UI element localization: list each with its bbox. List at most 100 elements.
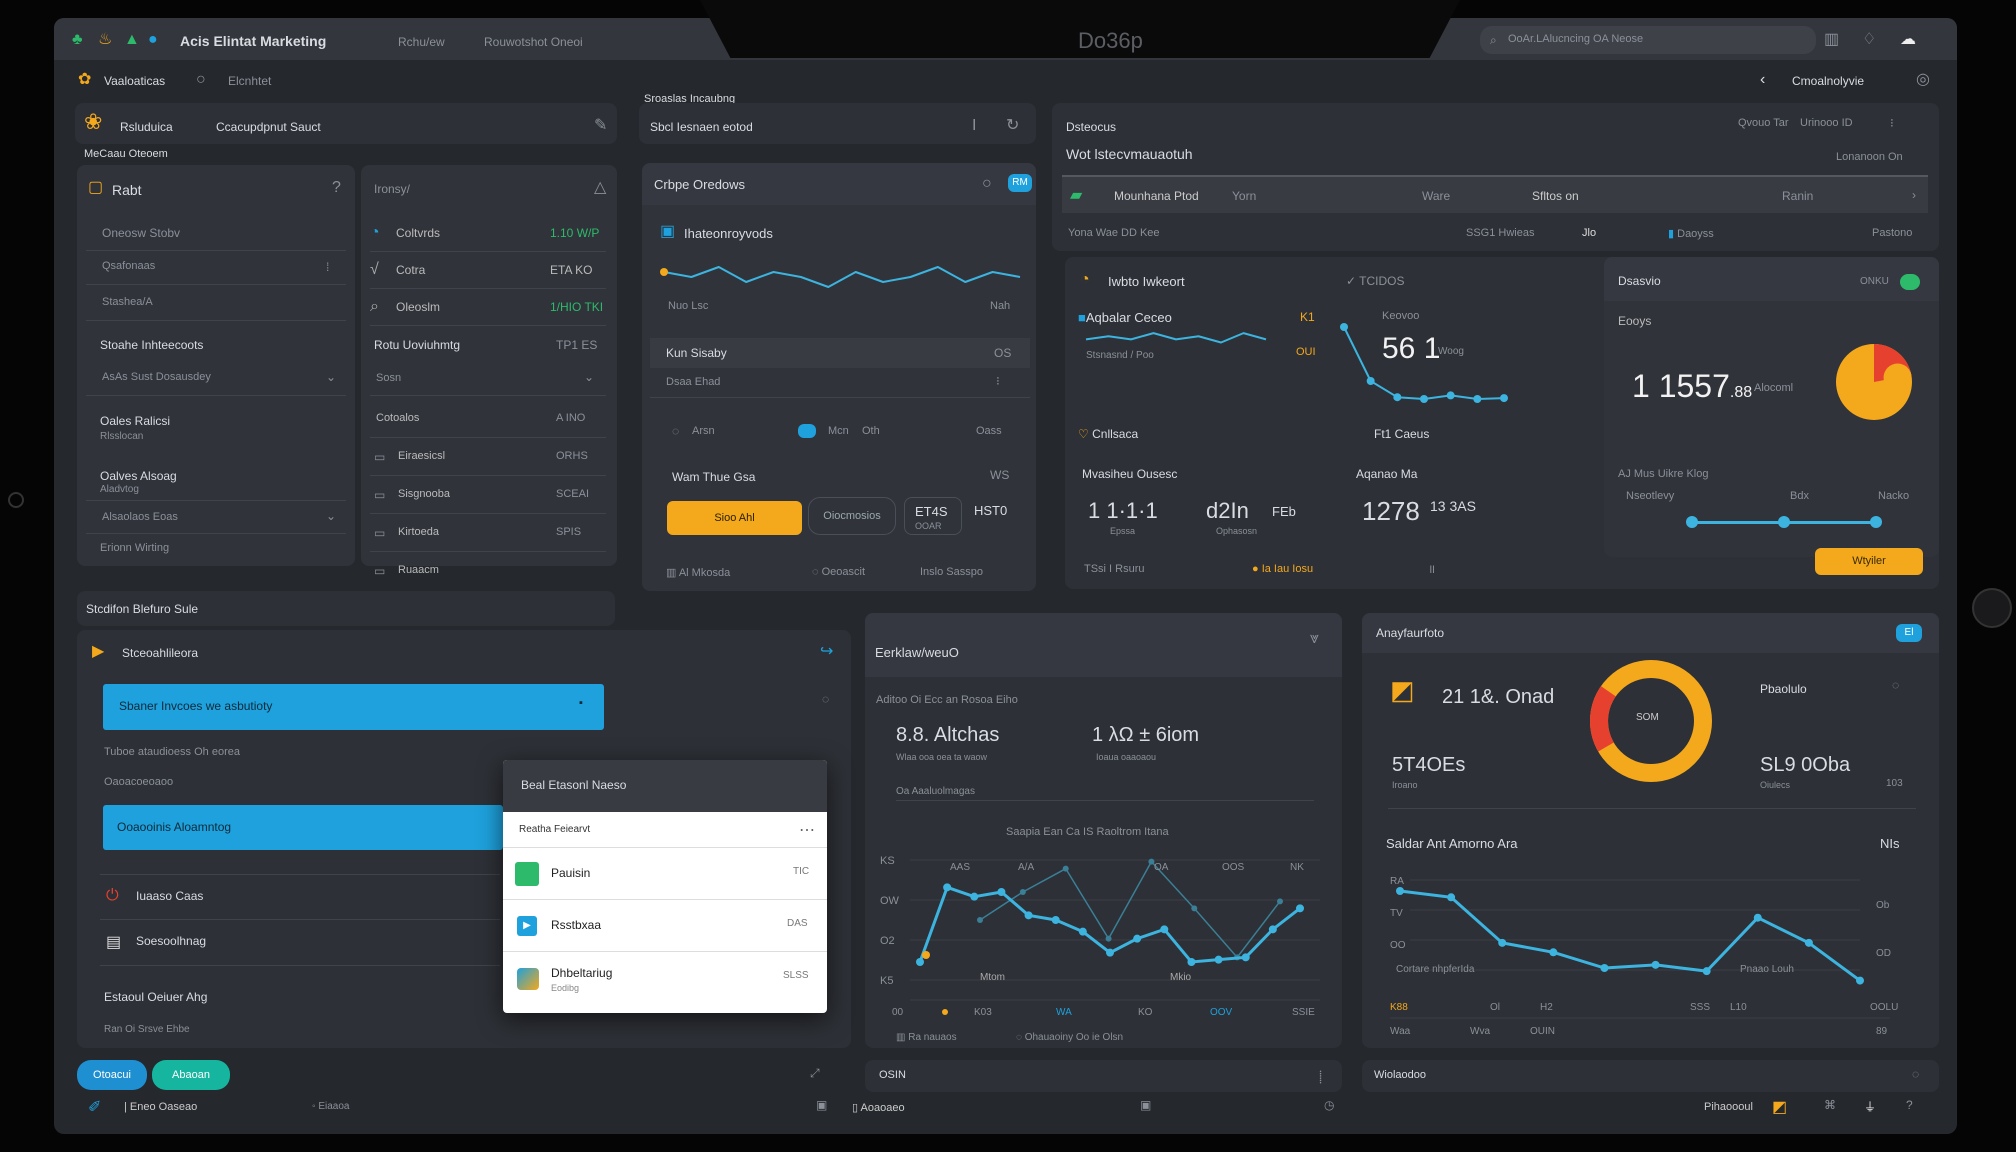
- link-icon[interactable]: ⌘: [1824, 1098, 1836, 1112]
- refresh-icon[interactable]: ↻: [1006, 117, 1020, 134]
- help-icon[interactable]: ?: [332, 179, 341, 196]
- footer-item-3[interactable]: Inslo Sasspo: [920, 566, 983, 578]
- metric-unit: FEb: [1272, 504, 1296, 519]
- brush-icon[interactable]: ✐: [88, 1099, 102, 1116]
- primary-button[interactable]: Sioo Ahl: [667, 501, 802, 535]
- list-item[interactable]: Qsafonaas ⁞: [86, 251, 346, 285]
- grid-icon[interactable]: ▥: [1824, 31, 1840, 48]
- list-item[interactable]: ⏻ Iuaaso Caas: [100, 874, 500, 920]
- slider-handle[interactable]: [1778, 516, 1790, 528]
- app-icon: [517, 968, 539, 990]
- clock-icon[interactable]: ◷: [1324, 1098, 1335, 1112]
- list-item[interactable]: Cotoalos A INO: [370, 400, 606, 438]
- chart-icon: ▣: [660, 223, 676, 240]
- popup-item[interactable]: Dhbeltariug Eodibg SLSS: [503, 952, 827, 1008]
- puzzle-icon: ◩: [1390, 675, 1415, 705]
- more-icon[interactable]: ⁝: [1890, 116, 1894, 130]
- edit-icon[interactable]: ✎: [594, 117, 608, 134]
- list-item[interactable]: ▭ Kirtoeda SPIS: [370, 514, 606, 552]
- list-item[interactable]: Estaoul Oeiuer Ahg: [104, 990, 208, 1004]
- slider-handle-max[interactable]: [1870, 516, 1882, 528]
- comment-icon[interactable]: ◌: [1892, 678, 1900, 692]
- list-item[interactable]: ▤ Soesoolhnag: [100, 920, 500, 966]
- back-chevron-icon[interactable]: ‹: [1760, 71, 1766, 88]
- list-item[interactable]: ▭ Sisgnooba SCEAI: [370, 476, 606, 514]
- metric-label: Keovoo: [1382, 310, 1420, 322]
- stat-value: 8.8. Altchas: [896, 724, 1000, 746]
- info-icon[interactable]: ◌: [822, 692, 830, 706]
- panel-meta[interactable]: Lonanoon On: [1836, 151, 1903, 163]
- pill-button[interactable]: Otoacui: [77, 1060, 147, 1090]
- nav-link-1[interactable]: Rchu/ew: [398, 35, 445, 49]
- tree-icon: ▲: [124, 31, 140, 48]
- column-header[interactable]: Mounhana Ptod: [1114, 189, 1199, 203]
- back-label[interactable]: Cmoalnolyvie: [1792, 74, 1865, 88]
- share-icon[interactable]: ↪: [820, 643, 834, 660]
- settings-card: [77, 165, 355, 566]
- expand-icon[interactable]: ⤢: [810, 1066, 820, 1080]
- workspace-name[interactable]: Vaaloaticas: [104, 74, 166, 88]
- palette-icon[interactable]: ◩: [1772, 1099, 1788, 1116]
- list-item[interactable]: ▭ Ruaacm: [374, 564, 439, 578]
- table-row[interactable]: Yona Wae DD Kee SSG1 Hwieas Jlo ▮ Daoyss…: [1068, 227, 1913, 240]
- row-icon: √: [370, 261, 379, 278]
- data-point: [1106, 948, 1114, 957]
- footer-status: ● Ia Iau Iosu: [1252, 563, 1314, 575]
- nav-link-2[interactable]: Rouwotshot Oneoi: [484, 35, 583, 49]
- filter-value[interactable]: Ccacupdpnut Sauct: [216, 120, 321, 134]
- column-header[interactable]: Sfltos on: [1532, 189, 1579, 203]
- column-header[interactable]: Ware: [1422, 189, 1451, 203]
- badge[interactable]: El: [1896, 624, 1922, 642]
- data-point: [1366, 377, 1375, 385]
- list-item[interactable]: ◔ Coltvrds 1.10 W/P: [370, 215, 606, 252]
- apply-button[interactable]: Wtyiler: [1815, 548, 1923, 575]
- pill-button[interactable]: Abaoan: [152, 1060, 230, 1090]
- chevron-down-icon: ⌄: [584, 370, 595, 384]
- select-dropdown[interactable]: AsAs Sust Dosausdey ⌄: [86, 362, 346, 396]
- card-footer[interactable]: Erionn Wirting: [100, 542, 170, 554]
- list-item[interactable]: Stashea/A: [86, 285, 346, 321]
- clipboard-icon[interactable]: ▣: [816, 1098, 828, 1112]
- column-header[interactable]: Yorn: [1232, 189, 1257, 203]
- list-item[interactable]: Kun Sisaby OS: [650, 338, 1030, 368]
- clipboard-icon[interactable]: ▣: [1140, 1098, 1152, 1112]
- select-dropdown[interactable]: Alsaolaos Eoas ⌄: [86, 500, 346, 534]
- popup-title: Beal Etasonl Naeso: [521, 778, 627, 792]
- search-icon[interactable]: ○: [982, 175, 992, 192]
- list-item[interactable]: Dsaa Ehad ⁝: [650, 368, 1030, 398]
- pause-icon[interactable]: ॥: [1428, 562, 1436, 576]
- list-item[interactable]: ⌕ Oleoslm 1/HIO TKI: [370, 289, 606, 326]
- list-item[interactable]: Oneosw Stobv: [86, 215, 346, 251]
- popup-item[interactable]: Pauisin TIC: [503, 848, 827, 900]
- user-menu-icon[interactable]: ☁: [1900, 31, 1916, 48]
- search-input[interactable]: ⌕ OoAr.LAlucncing OA Neose: [1480, 26, 1816, 54]
- settings-circle-icon[interactable]: ◎: [1916, 71, 1930, 88]
- text-cursor-icon[interactable]: I: [972, 117, 977, 134]
- bell-icon[interactable]: ♢: [1862, 31, 1877, 48]
- app-title: Acis Elintat Marketing: [180, 33, 327, 49]
- badge[interactable]: RM: [1008, 174, 1032, 192]
- x-tick-label: 00: [892, 1007, 904, 1018]
- alert-icon[interactable]: △: [594, 179, 607, 196]
- plug-icon[interactable]: ⏚: [1864, 1100, 1877, 1114]
- gauge-value: 1 1557.88: [1632, 368, 1753, 404]
- analytics-panel: [865, 613, 1342, 1048]
- popup-subtitle: Reatha Feiearvt: [519, 824, 591, 835]
- status-toggle[interactable]: [1900, 274, 1920, 290]
- chevron-down-icon: ⌄: [326, 370, 337, 384]
- filter-icon[interactable]: ⩔: [1310, 630, 1320, 647]
- secondary-button[interactable]: Oiocmosios: [808, 497, 896, 535]
- list-item[interactable]: ▭ Eiraesicsl ORHS: [370, 438, 606, 476]
- footer-item-2[interactable]: ◌ Oeoascit: [812, 566, 866, 578]
- sparkline-chart: [1085, 332, 1267, 344]
- data-point: [1019, 889, 1026, 895]
- list-item[interactable]: √ Cotra ETA KO: [370, 252, 606, 289]
- column-header[interactable]: Ranin: [1782, 189, 1814, 203]
- progress-bar-secondary[interactable]: Ooaooinis Aloamntog: [103, 805, 503, 850]
- slider-handle-min[interactable]: [1686, 516, 1698, 528]
- progress-bar-primary[interactable]: Sbaner Invcoes we asbutioty ▪: [103, 684, 604, 730]
- footer-item-1[interactable]: ▥ Al Mkosda: [666, 567, 731, 579]
- select-dropdown[interactable]: Sosn ⌄: [370, 362, 606, 396]
- help-circle-icon[interactable]: ?: [1906, 1098, 1913, 1112]
- popup-item[interactable]: ▶ Rsstbxaa DAS: [503, 900, 827, 952]
